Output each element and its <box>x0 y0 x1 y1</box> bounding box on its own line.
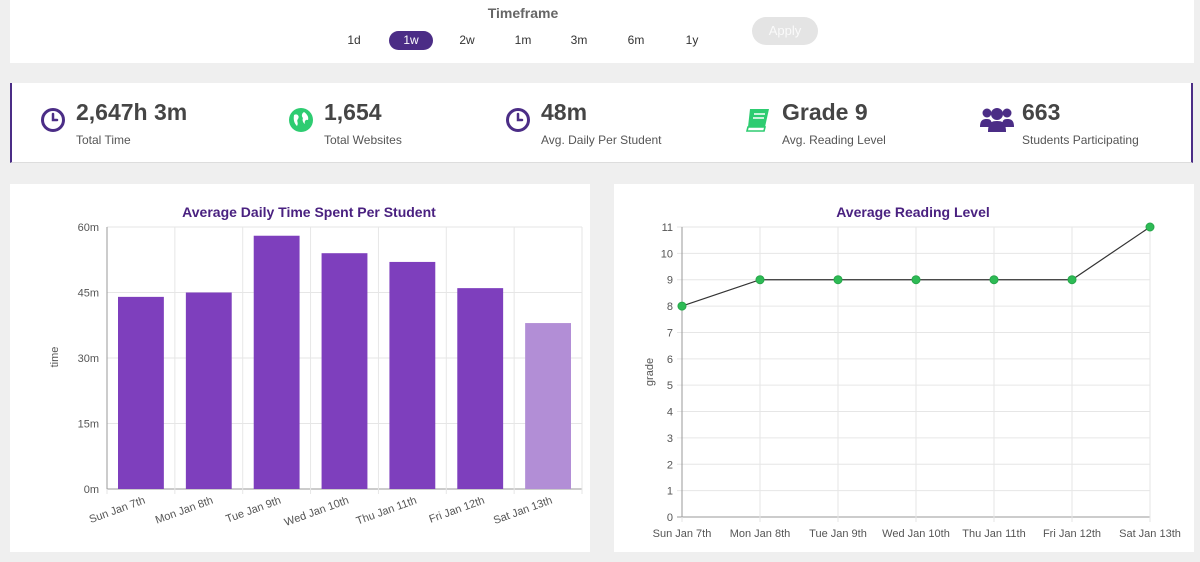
timeframe-option-2w[interactable]: 2w <box>459 33 475 47</box>
data-point <box>833 275 843 285</box>
daily-time-chart-panel: Average Daily Time Spent Per Student tim… <box>10 184 590 552</box>
x-tick-label: Fri Jan 12th <box>1043 528 1101 540</box>
bar <box>253 235 300 489</box>
bar <box>321 253 368 489</box>
y-tick-label: 10 <box>661 248 673 260</box>
bar <box>118 296 164 489</box>
bar <box>525 323 571 489</box>
stats-strip: 2,647h 3m Total Time 1,654 Total Website… <box>10 83 1193 163</box>
timeframe-option-1w[interactable]: 1w <box>389 31 433 50</box>
data-point <box>755 275 765 285</box>
y-tick-label: 0 <box>667 512 673 524</box>
clock-icon <box>41 108 65 132</box>
y-tick-label: 30m <box>78 353 99 365</box>
y-tick-label: 5 <box>667 380 673 392</box>
timeframe-option-1y[interactable]: 1y <box>685 33 699 47</box>
y-axis-label: grade <box>644 358 656 386</box>
timeframe-option-3m[interactable]: 3m <box>570 33 588 47</box>
y-tick-label: 6 <box>667 354 673 366</box>
stat-value: 1,654 <box>324 99 382 125</box>
reading-level-chart-panel: Average Reading Level grade 0 1 2 3 4 5 6 7 8 9 10… <box>614 184 1194 552</box>
reading-level-chart: Average Reading Level grade 0 1 2 3 4 5 6 7 8 9 10… <box>644 204 1181 540</box>
clock-icon <box>506 108 530 132</box>
stat-value: 663 <box>1022 99 1061 125</box>
daily-time-chart: Average Daily Time Spent Per Student tim… <box>49 204 583 529</box>
book-icon <box>745 109 769 132</box>
stat-value: Grade 9 <box>782 99 868 125</box>
y-tick-label: 9 <box>667 275 673 287</box>
stat-value: 2,647h 3m <box>76 99 188 125</box>
y-tick-label: 45m <box>78 288 99 300</box>
y-tick-label: 0m <box>84 484 99 496</box>
y-tick-label: 11 <box>662 222 673 234</box>
data-point <box>1145 222 1155 232</box>
x-tick-label: Tue Jan 9th <box>809 528 867 540</box>
stat-label: Avg. Daily Per Student <box>541 133 662 147</box>
apply-button[interactable]: Apply <box>752 17 818 45</box>
timeframe-panel: Timeframe 1d 1w 2w 1m 3m 6m 1y Apply <box>10 0 1194 63</box>
x-tick-label: Mon Jan 8th <box>730 528 791 540</box>
stat-label: Total Time <box>76 133 131 147</box>
chart-title: Average Reading Level <box>836 204 990 220</box>
stat-label: Total Websites <box>324 133 402 147</box>
users-icon <box>980 108 1014 132</box>
stat-label: Avg. Reading Level <box>782 133 886 147</box>
bar <box>457 288 504 489</box>
y-tick-label: 1 <box>667 486 673 498</box>
y-tick-label: 60m <box>78 222 99 234</box>
x-tick-label: Thu Jan 11th <box>355 495 419 528</box>
x-tick-label: Sat Jan 13th <box>492 495 554 527</box>
x-tick-label: Fri Jan 12th <box>428 495 487 526</box>
y-axis-label: time <box>49 347 61 368</box>
timeframe-title: Timeframe <box>487 5 559 21</box>
x-tick-label: Tue Jan 9th <box>224 495 282 526</box>
timeframe-option-1d[interactable]: 1d <box>347 33 361 47</box>
x-tick-label: Sun Jan 7th <box>88 495 147 526</box>
data-point <box>911 275 921 285</box>
bar <box>389 261 436 489</box>
y-tick-label: 4 <box>667 407 673 419</box>
x-tick-label: Wed Jan 10th <box>283 495 351 529</box>
stat-label: Students Participating <box>1022 133 1139 147</box>
y-tick-label: 2 <box>667 459 673 471</box>
x-tick-label: Sat Jan 13th <box>1119 528 1181 540</box>
timeframe-option-1m[interactable]: 1m <box>514 33 532 47</box>
x-tick-label: Thu Jan 11th <box>962 528 1025 540</box>
y-tick-label: 15m <box>78 419 99 431</box>
bar <box>185 292 232 489</box>
globe-icon <box>289 108 313 132</box>
y-tick-label: 7 <box>667 327 673 339</box>
y-tick-label: 8 <box>667 301 673 313</box>
data-point <box>1067 275 1077 285</box>
x-tick-label: Mon Jan 8th <box>154 495 215 527</box>
chart-title: Average Daily Time Spent Per Student <box>182 204 436 220</box>
stat-value: 48m <box>541 99 588 125</box>
x-tick-label: Sun Jan 7th <box>653 528 712 540</box>
y-tick-label: 3 <box>667 433 673 445</box>
data-point <box>677 301 687 311</box>
data-point <box>989 275 999 285</box>
timeframe-option-6m[interactable]: 6m <box>627 33 645 47</box>
x-tick-label: Wed Jan 10th <box>882 528 950 540</box>
